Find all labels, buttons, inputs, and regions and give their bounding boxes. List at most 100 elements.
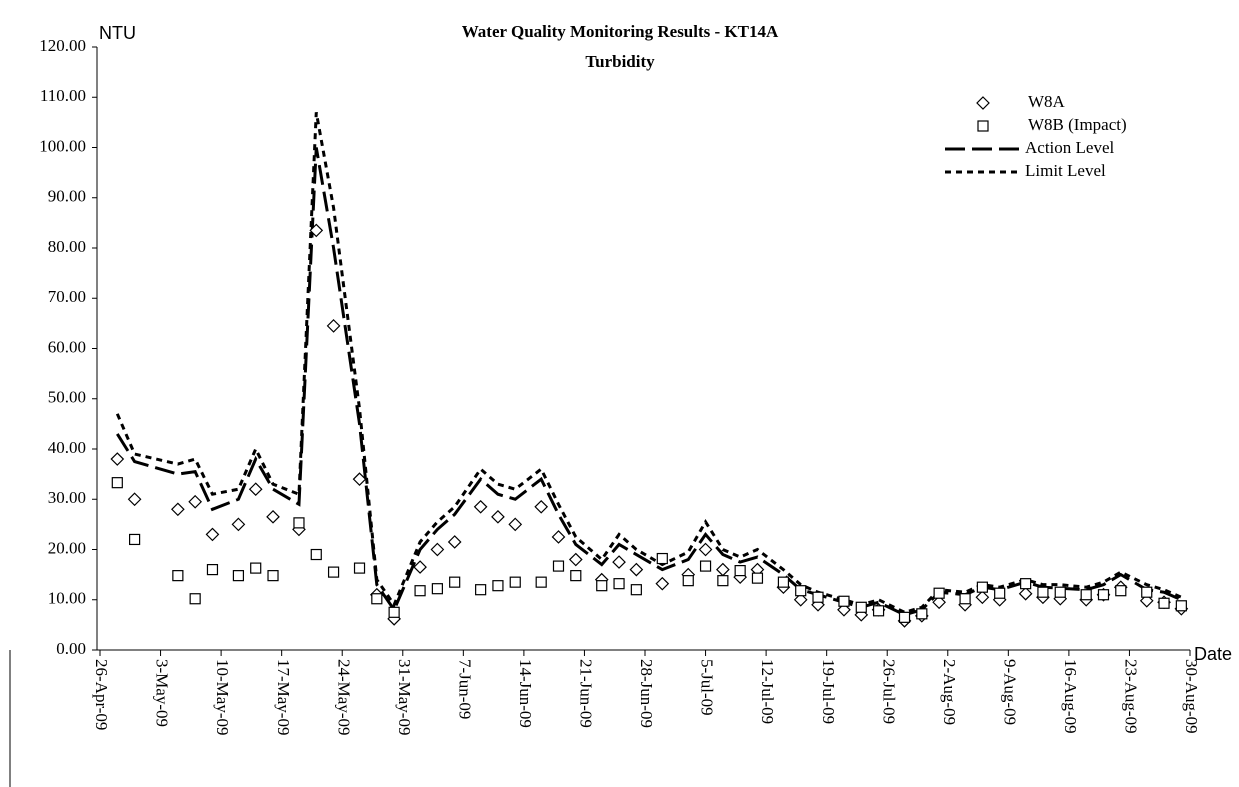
diamond-marker — [171, 502, 185, 517]
square-marker — [916, 608, 928, 620]
square-marker — [898, 611, 911, 623]
diamond-marker — [551, 530, 566, 544]
square-marker — [172, 570, 184, 582]
diamond-marker — [612, 555, 626, 569]
y-tick-label: 70.00 — [48, 287, 86, 306]
y-axis-label: NTU — [99, 23, 136, 43]
legend-marker — [977, 120, 989, 132]
x-tick-label: 30-Aug-09 — [1182, 659, 1201, 734]
level-line — [116, 147, 1182, 617]
square-marker — [206, 563, 219, 576]
square-marker — [1115, 585, 1127, 597]
square-marker — [699, 560, 712, 572]
x-tick-label: 14-Jun-09 — [516, 659, 535, 728]
legend-label: Limit Level — [1025, 161, 1106, 180]
x-tick-label: 16-Aug-09 — [1061, 659, 1080, 734]
square-marker — [327, 566, 340, 578]
square-marker — [1175, 600, 1187, 612]
y-tick-label: 100.00 — [39, 136, 86, 155]
square-marker — [388, 606, 400, 618]
square-marker — [613, 578, 625, 590]
square-marker — [812, 591, 824, 603]
diamond-marker — [110, 452, 125, 466]
diamond-marker — [655, 576, 670, 591]
diamond-marker — [793, 592, 808, 607]
y-tick-label: 40.00 — [48, 438, 86, 457]
x-tick-label: 10-May-09 — [213, 659, 232, 735]
x-tick-label: 3-May-09 — [153, 659, 172, 727]
diamond-marker — [326, 319, 341, 333]
y-tick-label: 120.00 — [39, 36, 86, 55]
y-tick-label: 60.00 — [48, 337, 86, 356]
square-marker — [111, 477, 123, 489]
square-marker — [959, 593, 971, 605]
x-tick-label: 12-Jul-09 — [758, 659, 777, 724]
square-marker — [596, 580, 608, 592]
square-marker — [189, 593, 201, 605]
x-tick-label: 21-Jun-09 — [577, 659, 596, 728]
x-tick-label: 28-Jun-09 — [637, 659, 656, 728]
square-marker — [129, 533, 141, 546]
square-marker — [872, 605, 885, 617]
square-marker — [1037, 586, 1049, 598]
square-marker — [449, 576, 461, 588]
square-marker — [994, 587, 1006, 599]
diamond-marker — [629, 562, 644, 577]
diamond-marker — [266, 509, 280, 524]
square-marker — [630, 584, 642, 596]
diamond-marker — [473, 499, 488, 514]
diamond-marker — [698, 542, 713, 557]
square-marker — [1097, 589, 1110, 601]
y-tick-label: 20.00 — [48, 538, 86, 557]
diamond-marker — [309, 223, 324, 238]
square-marker — [1054, 586, 1066, 598]
y-tick-label: 0.00 — [56, 639, 86, 658]
diamond-marker — [491, 509, 505, 524]
diamond-marker — [248, 482, 263, 497]
square-marker — [656, 552, 668, 565]
diamond-marker — [716, 562, 730, 577]
diamond-marker — [508, 517, 523, 532]
legend-label: W8A — [1028, 92, 1066, 111]
x-tick-label: 7-Jun-09 — [455, 659, 474, 719]
x-tick-label: 2-Aug-09 — [940, 659, 959, 725]
y-tick-label: 90.00 — [48, 187, 86, 206]
square-marker — [717, 575, 729, 587]
diamond-marker — [447, 535, 462, 549]
diamond-marker — [568, 552, 583, 567]
chart-subtitle: Turbidity — [585, 52, 655, 71]
square-marker — [976, 581, 988, 593]
square-marker — [250, 562, 262, 574]
x-tick-label: 26-Jul-09 — [879, 659, 898, 724]
legend-marker — [976, 96, 990, 110]
square-marker — [353, 562, 366, 574]
square-marker — [1158, 597, 1170, 609]
square-marker — [475, 584, 487, 596]
x-tick-label: 26-Apr-09 — [92, 659, 111, 730]
square-marker — [751, 572, 764, 584]
square-marker — [682, 575, 694, 587]
square-marker — [570, 570, 582, 582]
square-marker — [795, 585, 807, 597]
square-marker — [232, 570, 245, 582]
x-tick-label: 23-Aug-09 — [1122, 659, 1141, 734]
square-marker — [310, 548, 322, 561]
diamond-marker — [975, 590, 990, 605]
square-marker — [855, 601, 867, 613]
square-marker — [371, 593, 383, 605]
chart-title: Water Quality Monitoring Results - KT14A — [462, 22, 779, 41]
x-tick-label: 17-May-09 — [274, 659, 293, 735]
diamond-marker — [534, 499, 549, 514]
diamond-marker — [205, 527, 220, 542]
square-marker — [838, 595, 850, 607]
diamond-marker — [1018, 586, 1033, 601]
diamond-marker — [188, 494, 203, 509]
square-marker — [1080, 589, 1092, 601]
x-tick-label: 31-May-09 — [395, 659, 414, 735]
diamond-marker — [932, 595, 946, 610]
x-axis-label: Date — [1194, 644, 1232, 664]
square-marker — [509, 576, 521, 588]
square-marker — [1020, 578, 1032, 590]
